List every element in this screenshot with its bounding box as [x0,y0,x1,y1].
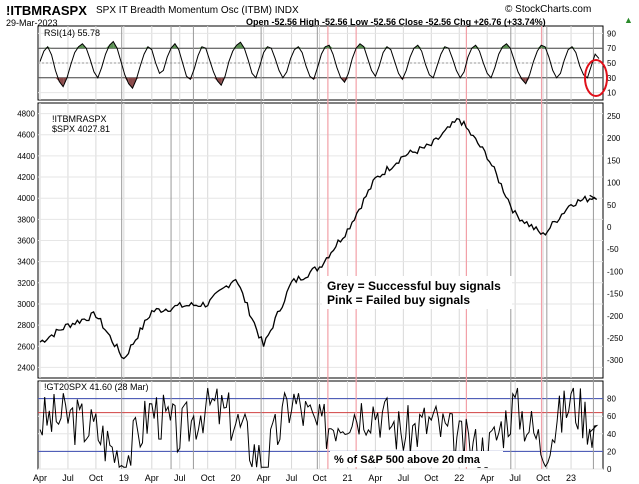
breadth-line [39,387,599,469]
annotation-pink: Pink = Failed buy signals [327,293,470,307]
price-left-tick: 2600 [17,342,35,351]
x-tick-label: Apr [480,473,494,483]
rsi-line [39,40,600,90]
x-tick-label: Jul [398,473,410,483]
spx-series [39,117,598,360]
grid-lines [38,26,603,470]
price-left-tick: 4000 [17,194,35,203]
price-left-tick: 4200 [17,173,35,182]
breadth-tick-label: 80 [607,395,616,404]
rsi-overbought-fill [363,46,368,49]
price-left-tick: 3000 [17,300,35,309]
spx-label: $SPX 4027.81 [52,124,110,134]
rsi-oversold-fill [525,77,530,84]
breadth-label: !GT20SPX 41.60 (28 Mar) [44,382,149,392]
price-left-tick: 3600 [17,237,35,246]
breadth-tick-label: 0 [607,465,612,474]
x-tick-label: Jul [174,473,186,483]
x-tick-label: Apr [257,473,271,483]
chart-symbol: !ITBMRASPX [6,3,87,18]
breadth-tick-label: 40 [607,430,616,439]
rsi-tick-label: 70 [607,44,616,53]
chart-date: 29-Mar-2023 [6,18,58,28]
x-tick-label: Oct [536,473,551,483]
price-left-tick: 3400 [17,258,35,267]
rsi-oversold-fill [313,77,318,80]
x-tick-label: Jul [509,473,521,483]
annotation-box [322,276,512,309]
x-tick-label: Apr [145,473,159,483]
annotation-grey: Grey = Successful buy signals [327,279,501,293]
price-left-tick: 2800 [17,321,35,330]
rsi-tick-label: 30 [607,74,616,83]
watermark: © StockCharts.com [505,4,592,15]
signal-lines [121,26,594,469]
spx-line [39,117,598,360]
rsi-tick-label: 50 [607,59,616,68]
rsi-oversold-fill [59,77,64,87]
rsi-highlight-circle [584,59,608,97]
x-tick-label: Jul [286,473,298,483]
x-tick-label: 23 [566,473,576,483]
x-tick-label: 22 [454,473,464,483]
x-tick-label: Oct [201,473,216,483]
x-tick-label: Apr [368,473,382,483]
rsi-oversold-fill [128,77,133,89]
price-left-tick: 4800 [17,110,35,119]
rsi-oversold-fill [190,77,195,80]
price-left-tick: 3800 [17,215,35,224]
chart-name: SPX IT Breadth Momentum Osc (ITBM) INDX [96,5,299,16]
price-panel-symbol: !ITBMRASPX [52,114,107,124]
ohlc-readout: Open -52.56 High -52.56 Low -52.56 Close… [246,17,546,27]
price-right-tick: -50 [607,245,619,254]
rsi-overbought-fill [545,46,549,49]
x-tick-label: 21 [342,473,352,483]
price-right-tick: 200 [607,134,621,143]
price-right-tick: -200 [607,312,624,321]
axis-ticks: Apr Jul Oct 19 Apr Jul Oct 20 Apr Jul Oct 21 Apr Jul O… [17,29,623,483]
breadth-tick-label: 60 [607,412,616,421]
rsi-oversold-fill [124,77,129,84]
rsi-series [39,40,600,90]
x-tick-label: Oct [89,473,104,483]
price-left-tick: 2400 [17,363,35,372]
price-right-tick: -250 [607,334,624,343]
price-right-tick: 50 [607,201,616,210]
x-tick-label: Oct [312,473,327,483]
up-arrow-icon: ▲ [624,15,633,25]
x-tick-label: 20 [231,473,241,483]
rsi-overbought-fill [236,42,241,49]
price-right-tick: 150 [607,156,621,165]
rsi-oversold-fill [136,77,141,80]
x-tick-label: Oct [424,473,439,483]
price-right-tick: 0 [607,223,612,232]
price-right-tick: 100 [607,179,621,188]
price-right-tick: -100 [607,267,624,276]
x-tick-label: Jul [62,473,74,483]
price-left-tick: 4400 [17,152,35,161]
price-left-tick: 4600 [17,131,35,140]
x-tick-label: Apr [33,473,47,483]
breadth-tick-label: 20 [607,447,616,456]
price-left-tick: 3200 [17,279,35,288]
rsi-tick-label: 90 [607,29,616,38]
breadth-annotation: % of S&P 500 above 20 dma [334,454,481,466]
price-right-tick: -300 [607,356,624,365]
breadth-panel [37,380,604,470]
price-right-tick: 250 [607,112,621,121]
x-tick-label: 19 [119,473,129,483]
rsi-label: RSI(14) 55.78 [44,28,100,38]
rsi-overbought-fill [109,41,114,49]
breadth-annotation-box [330,451,503,467]
breadth-series [39,387,599,469]
rsi-tick-label: 10 [607,89,616,98]
price-right-tick: -150 [607,290,624,299]
